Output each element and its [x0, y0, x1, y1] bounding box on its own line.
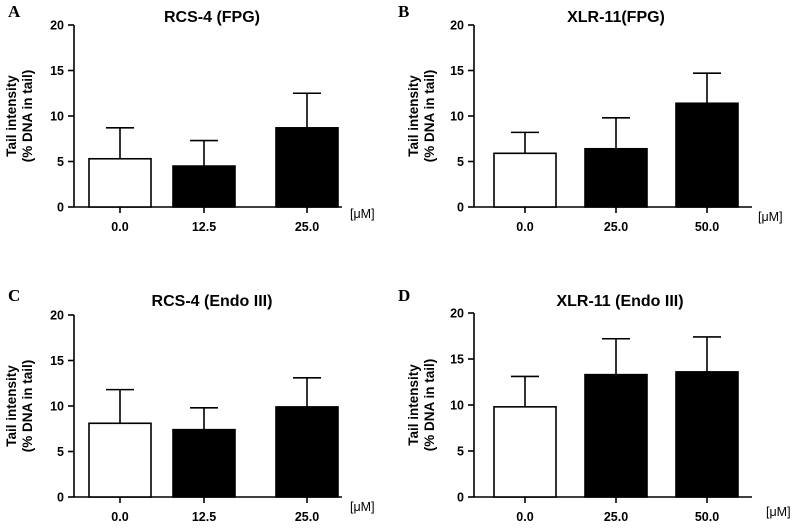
y-tick-label: 5 — [57, 155, 64, 169]
bar-50-0 — [675, 102, 739, 208]
bar-0-0 — [493, 152, 557, 208]
bar-25-0 — [584, 373, 648, 498]
x-tick-label: 12.5 — [192, 510, 216, 524]
y-tick-label: 20 — [50, 19, 64, 33]
y-tick-label: 15 — [450, 353, 464, 367]
y-tick-label: 10 — [450, 399, 464, 413]
x-tick-label: 0.0 — [111, 510, 128, 524]
y-tick-label: 20 — [50, 309, 64, 323]
y-axis-label: Tail intensity — [406, 364, 421, 446]
y-axis-label: Tail intensity — [4, 75, 19, 157]
x-tick-label: 0.0 — [516, 510, 533, 524]
chart-panel-a: A RCS-4 (FPG) Tail intensity (% DNA in tail… — [4, 2, 375, 234]
bar-25-0 — [584, 147, 648, 208]
y-tick-label: 0 — [457, 491, 464, 505]
x-tick-label: 0.0 — [516, 220, 533, 234]
chart-title: RCS-4 (Endo III) — [152, 293, 273, 310]
bar-50-0 — [675, 371, 739, 498]
x-unit-label: [μM] — [766, 505, 791, 519]
bar-12-5 — [172, 428, 236, 498]
y-tick-label: 5 — [57, 445, 64, 459]
y-tick-label: 20 — [450, 19, 464, 33]
x-tick-label: 25.0 — [295, 510, 319, 524]
bar-0-0 — [88, 157, 152, 208]
bar-12-5 — [172, 165, 236, 208]
y-axis-label-line2: (% DNA in tail) — [422, 70, 437, 163]
x-unit-label: [μM] — [350, 500, 375, 514]
x-tick-label: 0.0 — [111, 220, 128, 234]
y-axis-label-line2: (% DNA in tail) — [20, 70, 35, 163]
x-tick-label: 25.0 — [604, 220, 628, 234]
chart-title: XLR-11 (Endo III) — [556, 293, 683, 310]
y-tick-label: 15 — [50, 64, 64, 78]
x-tick-label: 50.0 — [695, 510, 719, 524]
panel-letter: C — [8, 286, 20, 305]
bar-0-0 — [88, 422, 152, 498]
y-tick-label: 10 — [450, 110, 464, 124]
x-unit-label: [μM] — [758, 210, 783, 224]
x-tick-label: 25.0 — [604, 510, 628, 524]
y-axis-label: Tail intensity — [406, 75, 421, 157]
bar-0-0 — [493, 406, 557, 498]
x-tick-label: 50.0 — [695, 220, 719, 234]
chart-panel-b: B XLR-11(FPG) Tail intensity (% DNA in tail… — [398, 2, 783, 234]
x-tick-label: 25.0 — [295, 220, 319, 234]
y-tick-label: 10 — [50, 110, 64, 124]
y-axis-label-line2: (% DNA in tail) — [20, 360, 35, 453]
panel-letter: D — [398, 286, 410, 305]
y-tick-label: 20 — [450, 307, 464, 321]
y-axis-label: Tail intensity — [4, 365, 19, 447]
x-tick-label: 12.5 — [192, 220, 216, 234]
x-unit-label: [μM] — [350, 207, 375, 221]
y-tick-label: 0 — [57, 201, 64, 215]
y-tick-label: 15 — [450, 64, 464, 78]
y-tick-label: 5 — [457, 445, 464, 459]
chart-panel-c: C RCS-4 (Endo III) Tail intensity (% DNA in… — [4, 286, 375, 524]
y-axis-label-line2: (% DNA in tail) — [422, 359, 437, 452]
bar-25-0 — [275, 127, 339, 208]
y-tick-label: 5 — [457, 155, 464, 169]
y-tick-label: 0 — [57, 491, 64, 505]
chart-title: RCS-4 (FPG) — [164, 9, 260, 26]
bar-25-0 — [275, 406, 339, 498]
chart-title: XLR-11(FPG) — [567, 9, 665, 26]
chart-panel-d: D XLR-11 (Endo III) Tail intensity (% DNA i… — [398, 286, 791, 524]
panel-letter: B — [398, 2, 409, 21]
y-tick-label: 15 — [50, 354, 64, 368]
y-tick-label: 10 — [50, 400, 64, 414]
panel-letter: A — [8, 2, 21, 21]
y-tick-label: 0 — [457, 201, 464, 215]
